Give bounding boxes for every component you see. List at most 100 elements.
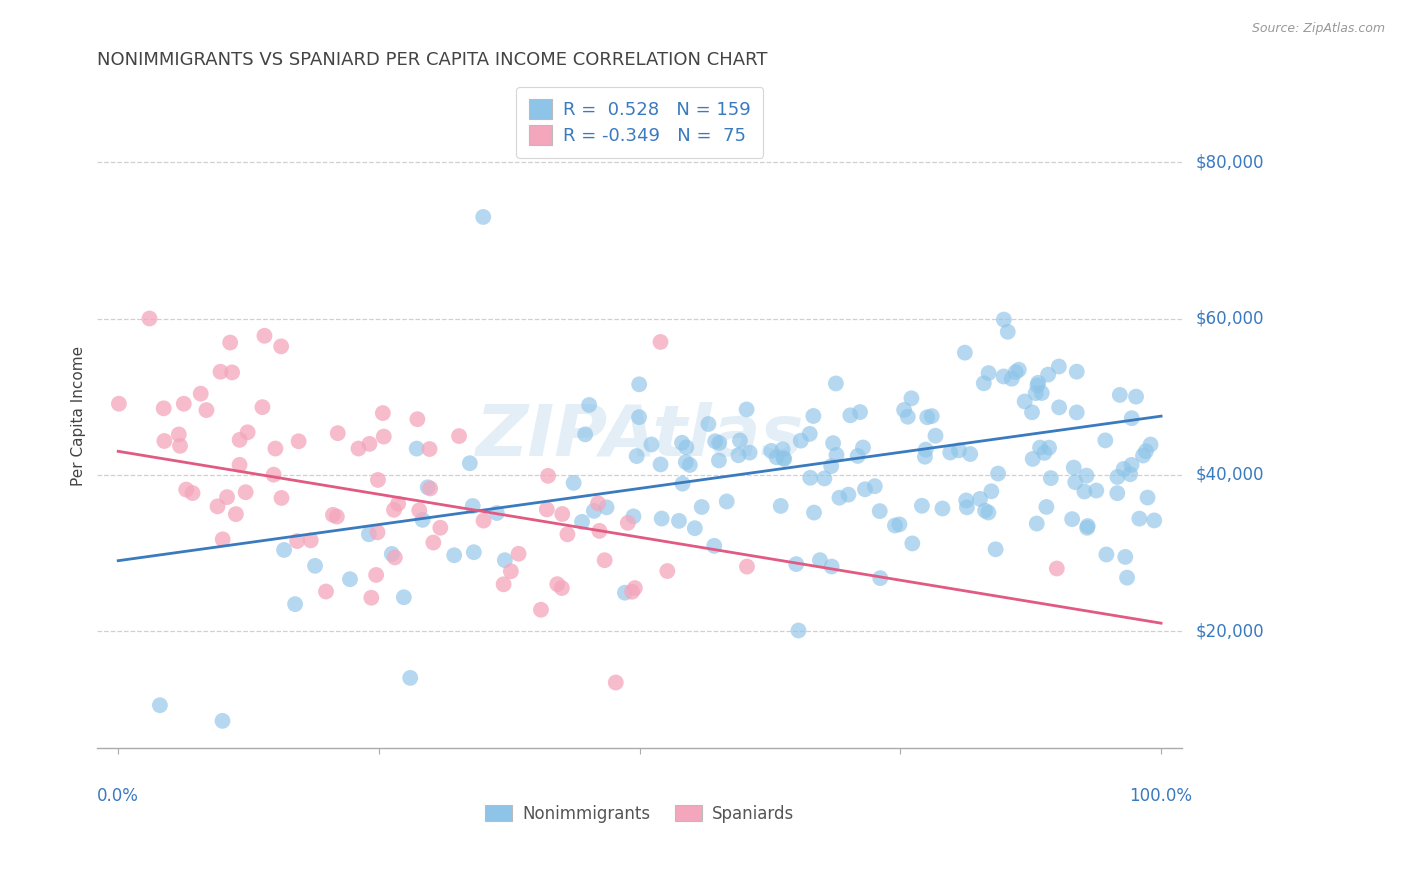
Point: [785, 557, 807, 571]
Point: [1064, 475, 1087, 490]
Point: [173, 397, 195, 411]
Point: [546, 577, 568, 591]
Point: [624, 581, 647, 595]
Text: 0.0%: 0.0%: [97, 787, 139, 805]
Point: [623, 509, 645, 524]
Point: [412, 513, 434, 527]
Point: [419, 442, 441, 456]
Point: [1136, 491, 1159, 505]
Point: [628, 377, 651, 392]
Point: [1116, 571, 1139, 585]
Point: [900, 392, 922, 406]
Point: [530, 603, 553, 617]
Point: [1021, 451, 1043, 466]
Point: [1021, 405, 1043, 419]
Point: [650, 458, 672, 472]
Point: [651, 511, 673, 525]
Point: [588, 524, 610, 538]
Point: [728, 434, 751, 448]
Point: [284, 597, 307, 611]
Point: [953, 345, 976, 359]
Point: [773, 452, 796, 467]
Point: [492, 577, 515, 591]
Point: [571, 515, 593, 529]
Point: [152, 401, 174, 416]
Point: [304, 558, 326, 573]
Point: [823, 436, 845, 450]
Point: [485, 506, 508, 520]
Point: [973, 376, 995, 391]
Point: [735, 402, 758, 417]
Point: [735, 559, 758, 574]
Point: [1108, 388, 1130, 402]
Point: [557, 527, 579, 541]
Text: NONIMMIGRANTS VS SPANIARD PER CAPITA INCOME CORRELATION CHART: NONIMMIGRANTS VS SPANIARD PER CAPITA INC…: [97, 51, 768, 69]
Point: [837, 488, 859, 502]
Point: [889, 517, 911, 532]
Point: [657, 564, 679, 578]
Point: [1135, 444, 1157, 458]
Point: [405, 442, 427, 456]
Point: [1076, 521, 1098, 535]
Point: [263, 467, 285, 482]
Point: [537, 468, 560, 483]
Point: [472, 514, 495, 528]
Point: [626, 449, 648, 463]
Point: [852, 441, 875, 455]
Point: [707, 453, 730, 467]
Point: [235, 485, 257, 500]
Point: [997, 325, 1019, 339]
Point: [228, 433, 250, 447]
Point: [449, 429, 471, 443]
Point: [924, 429, 946, 443]
Point: [253, 328, 276, 343]
Point: [709, 436, 731, 450]
Legend: Nonimmigrants, Spaniards: Nonimmigrants, Spaniards: [477, 797, 803, 831]
Point: [315, 584, 337, 599]
Point: [190, 386, 212, 401]
Point: [149, 698, 172, 713]
Point: [586, 496, 609, 510]
Point: [392, 591, 415, 605]
Point: [1085, 483, 1108, 498]
Point: [399, 671, 422, 685]
Point: [799, 471, 821, 485]
Point: [977, 506, 1000, 520]
Point: [1076, 468, 1098, 483]
Point: [761, 444, 783, 458]
Point: [494, 553, 516, 567]
Point: [1077, 519, 1099, 533]
Point: [825, 448, 848, 462]
Point: [221, 365, 243, 379]
Point: [463, 545, 485, 559]
Point: [195, 403, 218, 417]
Point: [326, 426, 349, 441]
Point: [593, 553, 616, 567]
Point: [1014, 394, 1036, 409]
Point: [322, 508, 344, 522]
Point: [508, 547, 530, 561]
Point: [211, 533, 233, 547]
Point: [1125, 390, 1147, 404]
Point: [1008, 362, 1031, 376]
Point: [959, 447, 981, 461]
Point: [1035, 500, 1057, 514]
Text: Source: ZipAtlas.com: Source: ZipAtlas.com: [1251, 22, 1385, 36]
Point: [884, 518, 907, 533]
Point: [461, 499, 484, 513]
Text: ZIPAtlas: ZIPAtlas: [475, 401, 804, 471]
Point: [108, 397, 131, 411]
Point: [825, 376, 848, 391]
Text: $40,000: $40,000: [1197, 466, 1264, 483]
Point: [225, 507, 247, 521]
Point: [228, 458, 250, 472]
Point: [551, 581, 574, 595]
Point: [1063, 460, 1085, 475]
Point: [914, 442, 936, 457]
Point: [387, 497, 409, 511]
Point: [429, 521, 451, 535]
Point: [1119, 467, 1142, 482]
Point: [650, 334, 672, 349]
Point: [499, 564, 522, 578]
Point: [1094, 434, 1116, 448]
